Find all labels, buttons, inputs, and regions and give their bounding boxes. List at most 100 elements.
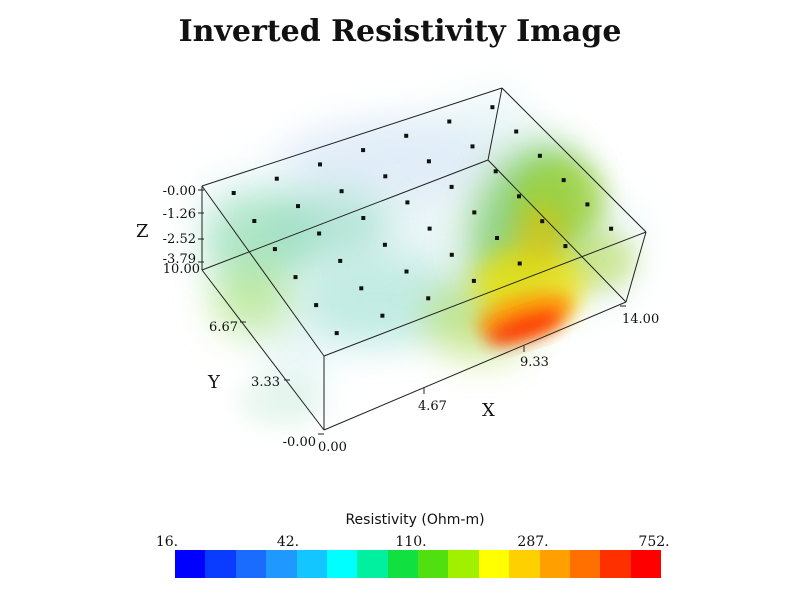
z-tick-label: -2.52 xyxy=(163,232,196,247)
chart-title: Inverted Resistivity Image xyxy=(178,14,622,49)
electrode-marker xyxy=(404,133,409,138)
electrode-marker xyxy=(426,296,431,301)
box-edge xyxy=(323,231,647,357)
colorbar-swatch xyxy=(296,550,327,578)
electrode-marker xyxy=(231,191,236,195)
x-axis: X 0.00 4.67 9.33 14.00 xyxy=(318,312,659,455)
colorbar-tick-label: 752. xyxy=(638,534,670,550)
box-edge xyxy=(201,87,503,187)
electrode-marker xyxy=(361,148,366,153)
volume-top-haze xyxy=(280,120,500,200)
electrode-marker xyxy=(382,242,387,247)
y-tick-label: -0.00 xyxy=(283,435,316,450)
colorbar-swatch xyxy=(569,550,601,578)
z-tick-label: -1.26 xyxy=(163,207,196,222)
colorbar-swatch xyxy=(175,550,206,578)
box-edge xyxy=(201,269,325,431)
electrode-marker xyxy=(471,278,476,283)
electrode-marker xyxy=(317,231,322,236)
colorbar xyxy=(175,550,661,578)
electrode-marker xyxy=(470,144,475,149)
colorbar-swatch xyxy=(630,550,661,578)
electrode-marker xyxy=(537,153,542,158)
colorbar-swatch xyxy=(326,550,358,578)
colorbar-swatch xyxy=(448,550,479,578)
bounding-box xyxy=(201,87,647,431)
y-axis-label: Y xyxy=(207,372,221,393)
box-edge xyxy=(625,231,647,303)
volume-yellow-top xyxy=(515,205,565,265)
colorbar-swatch xyxy=(387,550,418,578)
tick-marks xyxy=(198,189,626,435)
y-tick-label: 10.00 xyxy=(163,262,200,277)
colorbar-tick-label: 42. xyxy=(276,534,300,550)
colorbar-swatch xyxy=(509,550,540,578)
resistivity-volume xyxy=(202,88,646,430)
colorbar-swatch xyxy=(266,550,297,578)
colorbar-tick-label: 110. xyxy=(395,534,427,550)
electrode-marker xyxy=(427,226,432,231)
y-axis: Y -0.00 3.33 6.67 10.00 xyxy=(163,262,316,450)
electrode-marker xyxy=(563,244,568,249)
electrode-marker xyxy=(495,236,499,240)
electrode-marker xyxy=(449,252,454,257)
z-axis-label: Z xyxy=(136,221,149,242)
box-edge xyxy=(487,87,503,161)
electrode-marker xyxy=(540,219,545,224)
electrode-marker xyxy=(252,219,257,223)
electrode-marker xyxy=(338,258,343,263)
electrode-marker xyxy=(609,226,614,231)
electrode-marker xyxy=(447,119,452,124)
electrode-marker xyxy=(490,105,495,110)
electrode-marker xyxy=(585,202,590,207)
electrode-marker xyxy=(272,247,277,252)
electrode-marker xyxy=(493,169,498,174)
electrode-marker xyxy=(318,162,322,167)
colorbar-swatch xyxy=(205,550,236,578)
y-tick-label: 6.67 xyxy=(209,320,238,335)
electrode-marker xyxy=(339,189,344,194)
electrode-marker xyxy=(404,269,409,274)
colorbar-tick-label: 287. xyxy=(517,534,549,550)
colorbar-swatch xyxy=(235,550,267,578)
resistivity-volume-plot[interactable]: Z -0.00 -1.26 -2.52 -3.79 Y -0.00 3.33 6… xyxy=(0,0,800,500)
volume-left-green xyxy=(210,265,290,335)
electrode-marker xyxy=(361,216,366,220)
y-tick-label: 3.33 xyxy=(251,375,280,390)
electrode-marker xyxy=(334,331,339,336)
z-tick-label: -0.00 xyxy=(163,184,196,199)
colorbar-swatch xyxy=(418,550,449,578)
electrode-grid xyxy=(231,105,614,336)
volume-center-cyan xyxy=(300,255,460,345)
volume-front-haze xyxy=(240,375,320,425)
electrode-marker xyxy=(561,178,566,183)
x-tick-label: 14.00 xyxy=(622,312,659,327)
electrode-marker xyxy=(449,184,454,189)
colorbar-swatch xyxy=(478,550,510,578)
z-axis: Z -0.00 -1.26 -2.52 -3.79 xyxy=(136,184,196,267)
electrode-marker xyxy=(405,200,410,205)
electrode-marker xyxy=(274,176,279,181)
box-edge xyxy=(201,159,489,271)
x-tick-label: 4.67 xyxy=(418,399,447,414)
electrode-marker xyxy=(517,194,521,199)
z-tick-label: -3.79 xyxy=(163,252,196,267)
volume-cyan-patch xyxy=(270,190,390,260)
colorbar-swatch xyxy=(539,550,570,578)
x-axis-label: X xyxy=(482,400,495,421)
colorbar-tick-label: 16. xyxy=(155,534,179,550)
electrode-marker xyxy=(293,275,298,280)
electrode-marker xyxy=(514,129,519,134)
box-edge xyxy=(201,185,325,357)
electrode-marker xyxy=(359,286,364,291)
electrode-marker xyxy=(296,204,300,209)
electrode-marker xyxy=(383,174,388,179)
x-tick-label: 9.33 xyxy=(520,355,549,370)
electrode-marker xyxy=(314,303,319,308)
electrode-marker xyxy=(426,159,431,164)
colorbar-swatch xyxy=(357,550,388,578)
volume-red-core xyxy=(486,311,564,345)
colorbar-title: Resistivity (Ohm-m) xyxy=(345,512,485,528)
x-tick-label: 0.00 xyxy=(318,440,347,455)
colorbar-swatch xyxy=(600,550,631,578)
